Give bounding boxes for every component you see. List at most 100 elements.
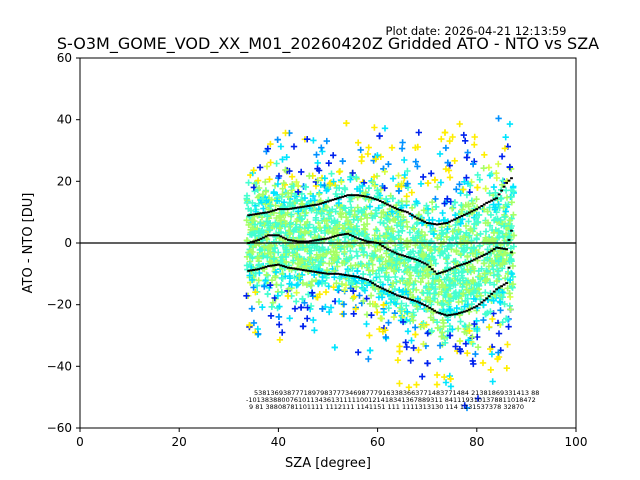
scatter-point (308, 278, 316, 285)
scatter-point (267, 249, 274, 256)
scatter-point (437, 179, 445, 186)
scatter-point (437, 240, 445, 248)
scatter-point (493, 253, 500, 260)
scatter-point (254, 177, 262, 184)
scatter-point (323, 137, 330, 145)
scatter-point (393, 222, 401, 229)
scatter-point (362, 189, 369, 196)
scatter-point (409, 248, 417, 255)
scatter-point (330, 178, 337, 185)
scatter-point (268, 277, 276, 284)
scatter-point (365, 260, 373, 267)
scatter-point (462, 201, 469, 209)
scatter-point (493, 174, 500, 182)
scatter-point (453, 304, 460, 312)
scatter-point (433, 381, 441, 388)
scatter-point (395, 199, 402, 206)
scatter-point (245, 221, 252, 229)
scatter-point (402, 288, 410, 295)
scatter-point (315, 247, 323, 254)
scatter-point (303, 263, 310, 270)
plot-date: Plot date: 2026-04-21 12:13:59 (386, 24, 567, 38)
scatter-point (389, 280, 397, 287)
scatter-point (369, 261, 376, 268)
scatter-point (399, 275, 406, 282)
scatter-point (355, 139, 362, 146)
scatter-point (404, 308, 411, 315)
scatter-point (394, 295, 401, 302)
scatter-point (298, 200, 305, 207)
scatter-point (354, 252, 361, 260)
scatter-point (398, 145, 406, 152)
scatter-point (408, 313, 416, 320)
y-tick-label-0: 0 (64, 236, 72, 250)
scatter-point (439, 209, 446, 217)
scatter-point (455, 325, 462, 332)
scatter-point (493, 277, 501, 285)
scatter-point (388, 259, 395, 266)
scatter-point (411, 201, 419, 208)
scatter-point (502, 231, 510, 238)
scatter-point (461, 303, 468, 310)
scatter-point (415, 346, 422, 354)
scatter-point (482, 228, 490, 235)
scatter-point (282, 129, 289, 137)
scatter-point (264, 290, 271, 298)
scatter-point (314, 159, 321, 167)
scatter-point (431, 176, 439, 184)
scatter-point (414, 261, 422, 269)
scatter-point (470, 289, 477, 296)
scatter-point (420, 207, 428, 214)
scatter-point (406, 275, 413, 282)
scatter-point (395, 187, 403, 195)
scatter-point (424, 296, 431, 303)
scatter-point (460, 131, 467, 139)
scatter-point (276, 321, 283, 328)
scatter-point (434, 234, 441, 242)
scatter-point (368, 312, 375, 319)
scatter-point (499, 230, 506, 237)
scatter-point (473, 317, 480, 324)
scatter-point (298, 168, 305, 176)
scatter-point (406, 229, 414, 236)
scatter-point (377, 279, 384, 286)
y-tick-label-60: 60 (57, 51, 72, 65)
scatter-point (326, 260, 333, 267)
scatter-point (255, 240, 263, 247)
scatter-point (403, 241, 410, 248)
scatter-point (438, 230, 446, 237)
scatter-point (447, 307, 454, 314)
scatter-point (473, 196, 480, 203)
scatter-point (454, 230, 461, 238)
scatter-point (494, 355, 501, 363)
scatter-point (307, 282, 315, 289)
scatter-point (443, 233, 450, 241)
scatter-point (396, 380, 403, 387)
scatter-point (263, 218, 271, 225)
scatter-point (331, 344, 338, 351)
scatter-point (264, 145, 271, 152)
scatter-point (309, 192, 317, 200)
scatter-point (395, 266, 402, 273)
scatter-point (463, 191, 471, 199)
scatter-point (336, 221, 343, 229)
scatter-point (470, 244, 478, 251)
scatter-point (307, 302, 315, 310)
scatter-point (293, 197, 301, 205)
scatter-point (472, 350, 479, 358)
scatter-point (318, 144, 325, 151)
scatter-point (377, 153, 384, 160)
scatter-point (275, 313, 283, 320)
scatter-point (431, 290, 438, 297)
scatter-point (434, 183, 441, 191)
scatter-point (444, 328, 451, 335)
scatter-point (404, 328, 412, 335)
scatter-point (329, 229, 336, 237)
scatter-point (330, 284, 337, 291)
scatter-point (245, 179, 252, 186)
scatter-point (307, 254, 315, 261)
scatter-point (472, 215, 480, 222)
bin-count-labels: 5381369387771897983777346987779163383663… (246, 389, 539, 411)
scatter-point (357, 260, 364, 267)
scatter-point (248, 305, 256, 312)
